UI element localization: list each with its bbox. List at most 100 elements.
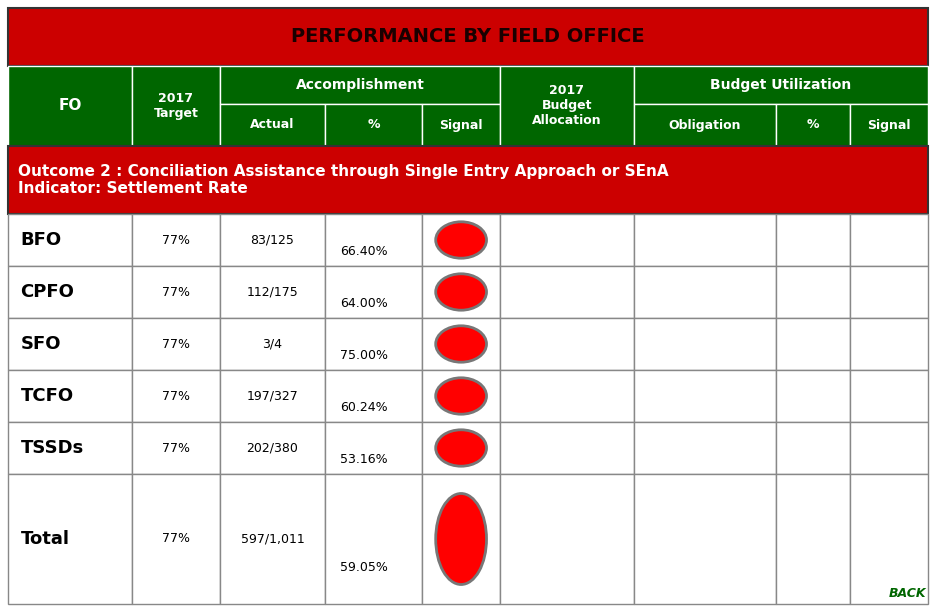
Text: PERFORMANCE BY FIELD OFFICE: PERFORMANCE BY FIELD OFFICE [291, 28, 645, 47]
Text: Actual: Actual [250, 119, 295, 132]
Bar [8, 8, 928, 66]
Bar [500, 370, 634, 422]
Bar [326, 370, 422, 422]
Text: 77%: 77% [162, 234, 190, 247]
Bar [776, 214, 850, 266]
Bar [850, 104, 928, 146]
Bar [8, 474, 132, 604]
Bar [634, 474, 776, 604]
Text: Accomplishment: Accomplishment [296, 78, 424, 92]
Bar [220, 318, 326, 370]
Ellipse shape [435, 274, 487, 310]
Bar [132, 66, 220, 146]
Bar [220, 422, 326, 474]
Bar [326, 318, 422, 370]
Bar [634, 104, 776, 146]
Bar [326, 266, 422, 318]
Bar [8, 146, 928, 214]
Bar [132, 266, 220, 318]
Bar [422, 104, 500, 146]
Bar [850, 266, 928, 318]
Bar [220, 370, 326, 422]
Bar [220, 474, 326, 604]
Bar [422, 266, 500, 318]
Bar [500, 474, 634, 604]
Text: BFO: BFO [21, 231, 62, 249]
Text: Total: Total [21, 530, 69, 548]
Text: 66.40%: 66.40% [340, 245, 388, 258]
Text: 53.16%: 53.16% [340, 453, 388, 466]
Bar [220, 104, 326, 146]
Bar [850, 318, 928, 370]
Text: TCFO: TCFO [21, 387, 74, 405]
Ellipse shape [435, 326, 487, 362]
Bar [500, 214, 634, 266]
Text: 77%: 77% [162, 389, 190, 403]
Bar [850, 422, 928, 474]
Text: TSSDs: TSSDs [21, 439, 83, 457]
Ellipse shape [435, 493, 487, 584]
Text: %: % [807, 119, 819, 132]
Text: 77%: 77% [162, 286, 190, 299]
Bar [422, 214, 500, 266]
Bar [220, 214, 326, 266]
Bar [500, 266, 634, 318]
Text: 60.24%: 60.24% [340, 401, 388, 414]
Text: 77%: 77% [162, 441, 190, 455]
Bar [132, 318, 220, 370]
Bar [8, 318, 132, 370]
Bar [776, 422, 850, 474]
Bar [422, 370, 500, 422]
Bar [8, 422, 132, 474]
Text: %: % [368, 119, 380, 132]
Bar [132, 422, 220, 474]
Bar [8, 214, 132, 266]
Bar [776, 370, 850, 422]
Text: 75.00%: 75.00% [340, 349, 388, 362]
Text: 64.00%: 64.00% [340, 297, 388, 310]
Bar [220, 66, 500, 104]
Bar [326, 214, 422, 266]
Bar [8, 266, 132, 318]
Text: 202/380: 202/380 [246, 441, 299, 455]
Bar [776, 474, 850, 604]
Text: Signal: Signal [439, 119, 483, 132]
Bar [132, 214, 220, 266]
Text: FO: FO [58, 99, 81, 113]
Text: 597/1,011: 597/1,011 [241, 532, 304, 545]
Text: 59.05%: 59.05% [340, 561, 388, 574]
Bar [850, 214, 928, 266]
Text: BACK: BACK [888, 587, 926, 600]
Text: 2017
Target: 2017 Target [154, 92, 198, 120]
Bar [776, 318, 850, 370]
Ellipse shape [435, 222, 487, 258]
Bar [634, 66, 928, 104]
Text: CPFO: CPFO [21, 283, 74, 301]
Text: 77%: 77% [162, 532, 190, 545]
Text: SFO: SFO [21, 335, 61, 353]
Text: Signal: Signal [867, 119, 911, 132]
Text: 3/4: 3/4 [262, 337, 283, 351]
Bar [500, 66, 634, 146]
Bar [634, 214, 776, 266]
Bar [132, 370, 220, 422]
Bar [634, 266, 776, 318]
Text: 83/125: 83/125 [251, 234, 295, 247]
Bar [500, 422, 634, 474]
Bar [500, 318, 634, 370]
Bar [776, 266, 850, 318]
Text: 197/327: 197/327 [246, 389, 299, 403]
Bar [634, 318, 776, 370]
Bar [422, 422, 500, 474]
Bar [422, 474, 500, 604]
Bar [850, 370, 928, 422]
Bar [422, 318, 500, 370]
Bar [634, 422, 776, 474]
Bar [634, 370, 776, 422]
Ellipse shape [435, 430, 487, 466]
Bar [776, 104, 850, 146]
Bar [326, 474, 422, 604]
Bar [132, 474, 220, 604]
Bar [220, 266, 326, 318]
Text: Budget Utilization: Budget Utilization [710, 78, 852, 92]
